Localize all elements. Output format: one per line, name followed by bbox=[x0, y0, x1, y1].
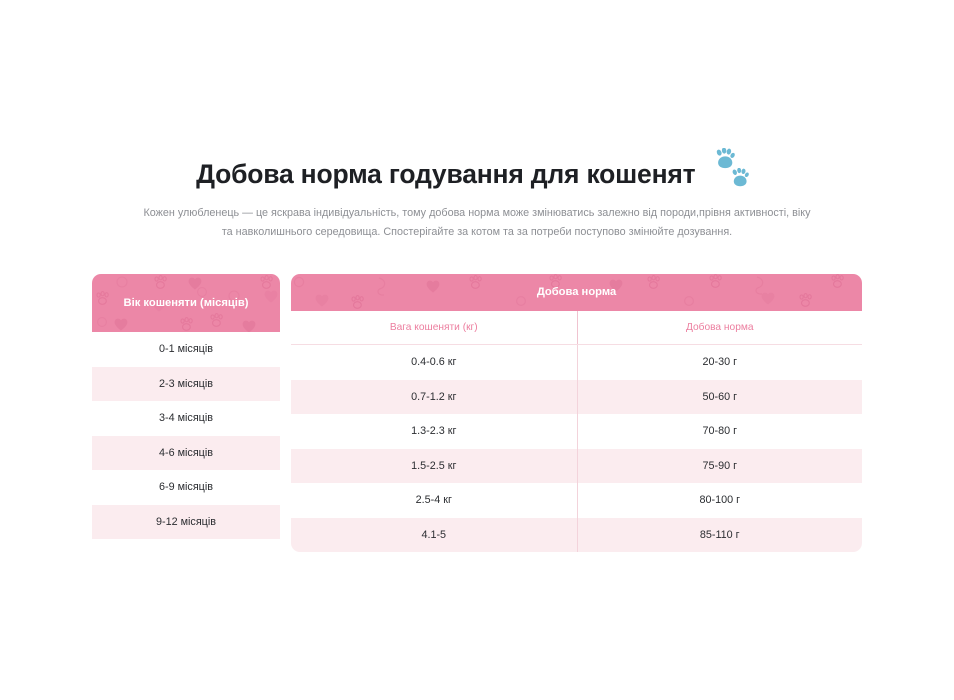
feeding-norm-table: Вік кошеняти (місяців) 0-1 місяців 2-3 м… bbox=[92, 274, 862, 552]
norm-cell: 50-60 г bbox=[576, 379, 863, 414]
subtitle-line-2: та навколишнього середовища. Спостерігай… bbox=[221, 225, 733, 238]
norm-cell: 80-100 г bbox=[576, 483, 863, 518]
norm-cell: 70-80 г bbox=[576, 414, 863, 449]
norm-panel-header: Добова норма bbox=[291, 274, 862, 311]
weight-cell: 1.5-2.5 кг bbox=[411, 459, 457, 472]
age-cell: 0-1 місяців bbox=[159, 343, 213, 355]
heart-paw-pattern-icon bbox=[96, 275, 278, 332]
norm-column-rows: 0.4-0.6 кг 20-30 г 0.7-1.2 кг 50-60 г 1.… bbox=[291, 345, 862, 552]
paw-print-icon bbox=[706, 148, 758, 194]
norm-cell: 20-30 г bbox=[576, 345, 863, 380]
norm-cell: 75-90 г bbox=[576, 448, 863, 483]
age-column-header: Вік кошеняти (місяців) bbox=[92, 274, 280, 332]
norm-panel-header-label: Добова норма bbox=[536, 286, 617, 298]
table-row: 3-4 місяців bbox=[92, 401, 280, 436]
weight-cell: 0.4-0.6 кг bbox=[411, 356, 457, 368]
age-column-panel: Вік кошеняти (місяців) 0-1 місяців 2-3 м… bbox=[92, 274, 280, 552]
age-cell: 6-9 місяців bbox=[159, 481, 213, 493]
age-cell: 4-6 місяців bbox=[159, 446, 213, 459]
age-cell: 2-3 місяців bbox=[159, 377, 213, 390]
subtitle-line-1: Кожен улюбленець — це яскрава індивідуал… bbox=[143, 207, 811, 219]
age-column-header-label: Вік кошеняти (місяців) bbox=[123, 297, 249, 309]
norm-cell: 85-110 г bbox=[576, 517, 863, 552]
table-row: 1.3-2.3 кг 70-80 г bbox=[291, 414, 862, 449]
table-row: 0.7-1.2 кг 50-60 г bbox=[291, 379, 863, 414]
table-row: 2-3 місяців bbox=[92, 366, 280, 401]
weight-cell: 4.1-5 bbox=[421, 528, 447, 541]
age-cell: 3-4 місяців bbox=[159, 412, 213, 424]
table-row: 6-9 місяців bbox=[92, 470, 280, 505]
title-block: Добова норма годування для кошенят bbox=[0, 148, 954, 200]
table-row: 2.5-4 кг 80-100 г bbox=[291, 483, 862, 518]
weight-cell: 0.7-1.2 кг bbox=[411, 390, 457, 403]
page-title: Добова норма годування для кошенят bbox=[196, 159, 696, 189]
norm-columns-panel: Добова норма Вага кошеняти (кг) Добова н… bbox=[291, 274, 862, 552]
age-column-rows: 0-1 місяців 2-3 місяців 3-4 місяців 4-6 … bbox=[92, 332, 280, 539]
page-subtitle: Кожен улюбленець — це яскрава індивідуал… bbox=[88, 204, 866, 241]
table-row: 1.5-2.5 кг 75-90 г bbox=[291, 448, 863, 483]
weight-cell: 2.5-4 кг bbox=[415, 494, 452, 506]
sub-header-weight: Вага кошеняти (кг) bbox=[389, 322, 478, 333]
heart-paw-pattern-icon bbox=[293, 274, 844, 309]
age-cell: 9-12 місяців bbox=[156, 515, 216, 528]
weight-cell: 1.3-2.3 кг bbox=[411, 425, 457, 437]
table-row: 4-6 місяців bbox=[92, 435, 280, 470]
table-row: 0-1 місяців bbox=[92, 332, 280, 367]
norm-sub-header-row: Вага кошеняти (кг) Добова норма bbox=[291, 311, 862, 345]
table-row: 9-12 місяців bbox=[92, 504, 280, 539]
table-row: 0.4-0.6 кг 20-30 г bbox=[291, 345, 862, 380]
sub-header-norm: Добова норма bbox=[576, 311, 863, 344]
table-row: 4.1-5 85-110 г bbox=[291, 517, 863, 552]
